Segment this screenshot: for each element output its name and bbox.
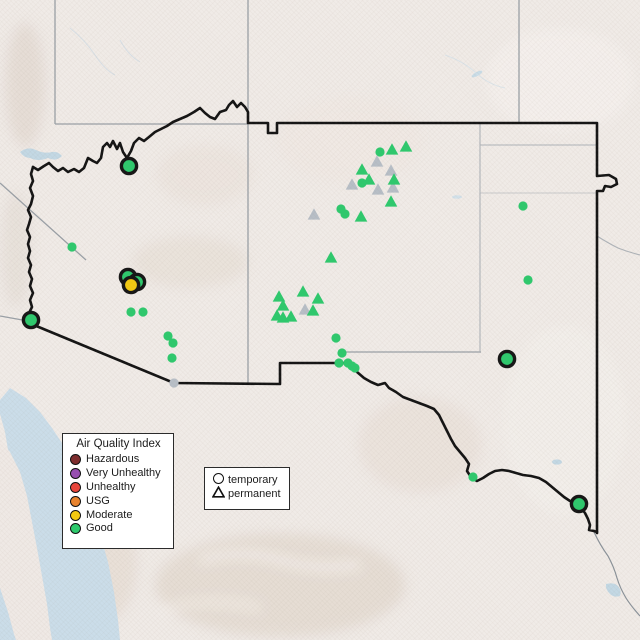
monitor-marker-triangle[interactable]	[276, 299, 290, 311]
monitor-marker-triangle[interactable]	[272, 290, 286, 302]
monitor-marker-triangle[interactable]	[296, 285, 310, 297]
aqi-legend-title: Air Quality Index	[76, 438, 161, 450]
aqi-legend-item: USG	[70, 494, 167, 508]
markers-layer	[21, 140, 589, 514]
monitor-marker-triangle[interactable]	[307, 208, 321, 220]
monitor-marker-circle[interactable]	[67, 242, 77, 252]
monitor-marker-triangle[interactable]	[371, 183, 385, 195]
monitor-marker-triangle[interactable]	[386, 181, 400, 193]
moderate-swatch-icon	[70, 509, 81, 521]
good-swatch-icon	[70, 523, 81, 535]
monitor-marker-circle[interactable]	[21, 310, 41, 330]
lake	[452, 195, 462, 199]
monitor-marker-triangle[interactable]	[399, 140, 413, 152]
monitor-marker-circle[interactable]	[357, 178, 367, 188]
aqi-label: Good	[86, 522, 113, 535]
monitor-marker-triangle[interactable]	[284, 310, 298, 322]
monitor-marker-circle[interactable]	[169, 378, 179, 388]
rio-grande-lower	[593, 531, 640, 617]
monitor-marker-triangle[interactable]	[345, 178, 359, 190]
monitor-marker-triangle[interactable]	[324, 251, 338, 263]
monitor-marker-triangle[interactable]	[384, 195, 398, 207]
monitor-marker-triangle[interactable]	[354, 210, 368, 222]
lake-mead	[20, 148, 62, 160]
aqi-label: Hazardous	[86, 453, 140, 466]
monitor-marker-circle[interactable]	[468, 472, 478, 482]
monitor-marker-triangle[interactable]	[355, 163, 369, 175]
river-trace	[444, 54, 506, 89]
aqi-legend-item: Hazardous	[70, 453, 167, 467]
monitor-marker-circle[interactable]	[331, 333, 341, 343]
marker-type-item: permanent	[211, 485, 283, 503]
aqi-label: Unhealthy	[86, 480, 136, 493]
region-boundary-west-south	[25, 165, 599, 534]
aqi-label: Moderate	[86, 508, 133, 521]
marker-type-item: temporary	[211, 473, 283, 487]
monitor-marker-circle[interactable]	[337, 348, 347, 358]
monitor-marker-circle[interactable]	[375, 147, 385, 157]
monitor-marker-circle[interactable]	[334, 358, 344, 368]
marker-type-legend: temporary permanent	[204, 467, 290, 510]
monitor-marker-circle[interactable]	[121, 275, 141, 295]
lake	[605, 583, 621, 597]
monitor-marker-triangle[interactable]	[384, 164, 398, 176]
monitor-marker-circle[interactable]	[168, 338, 178, 348]
permanent-triangle-icon	[211, 485, 225, 503]
monitor-marker-circle[interactable]	[523, 275, 533, 285]
monitor-marker-circle[interactable]	[350, 363, 360, 373]
monitor-marker-circle[interactable]	[167, 353, 177, 363]
water-bodies	[0, 27, 621, 640]
aqi-label: USG	[86, 494, 110, 507]
monitor-marker-circle[interactable]	[497, 349, 517, 369]
gulf-of-california	[0, 388, 120, 640]
state-boundaries	[0, 0, 640, 617]
unhealthy-swatch-icon	[70, 481, 81, 493]
river-trace	[119, 39, 141, 63]
monitor-marker-circle[interactable]	[340, 209, 350, 219]
monitor-marker-triangle[interactable]	[385, 143, 399, 155]
type-label: temporary	[228, 473, 278, 486]
aqi-legend-item: Moderate	[70, 508, 167, 522]
monitor-marker-circle[interactable]	[119, 156, 139, 176]
river-trace	[69, 27, 116, 76]
river-line	[596, 235, 640, 256]
region-boundary	[25, 99, 619, 535]
aqi-legend-item: Very Unhealthy	[70, 467, 167, 481]
monitor-marker-circle[interactable]	[126, 307, 136, 317]
aqi-legend-item: Unhealthy	[70, 481, 167, 495]
hazardous-swatch-icon	[70, 454, 81, 466]
very-unhealthy-swatch-icon	[70, 468, 81, 480]
monitor-marker-circle[interactable]	[138, 307, 148, 317]
temporary-circle-icon	[211, 471, 225, 489]
pacific-corner	[0, 588, 16, 640]
monitor-marker-circle[interactable]	[569, 494, 589, 514]
monitor-marker-triangle[interactable]	[298, 303, 312, 315]
monitor-marker-triangle[interactable]	[387, 173, 401, 185]
monitor-marker-triangle[interactable]	[311, 292, 325, 304]
baja-peninsula	[0, 440, 52, 640]
usg-swatch-icon	[70, 495, 81, 507]
lake	[552, 459, 562, 465]
aqi-label: Very Unhealthy	[86, 467, 161, 480]
region-boundary-north-east	[31, 99, 619, 535]
aqi-legend-item: Good	[70, 522, 167, 536]
monitor-marker-triangle[interactable]	[370, 155, 384, 167]
monitor-marker-circle[interactable]	[163, 331, 173, 341]
monitor-marker-circle[interactable]	[518, 201, 528, 211]
type-label: permanent	[228, 487, 281, 500]
aqi-legend: Air Quality Index Hazardous Very Unhealt…	[62, 433, 174, 549]
monitor-marker-triangle[interactable]	[306, 304, 320, 316]
